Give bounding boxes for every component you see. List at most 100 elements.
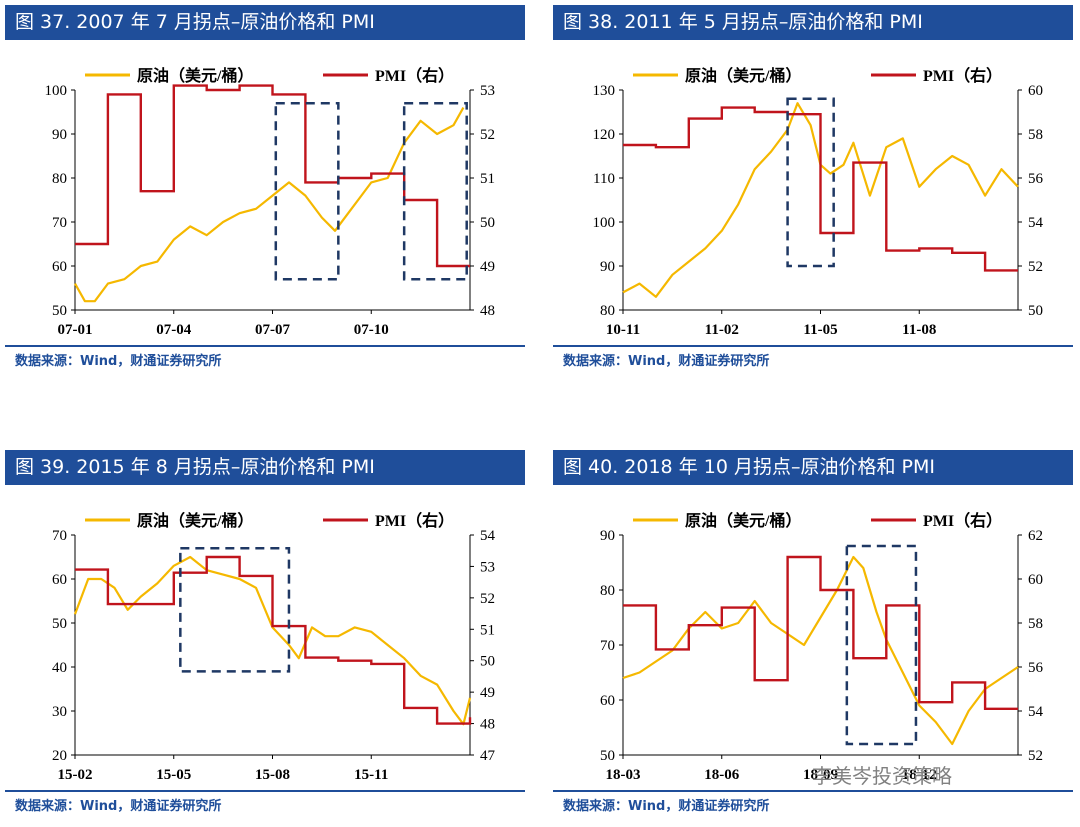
left-tick-label: 90	[52, 127, 67, 143]
x-tick-label: 11-05	[803, 322, 837, 338]
panel-title: 图 37. 2007 年 7 月拐点–原油价格和 PMI	[5, 5, 525, 40]
right-tick-label: 52	[480, 591, 495, 607]
right-tick-label: 54	[1028, 704, 1044, 720]
legend-oil-label: 原油（美元/桶）	[137, 66, 253, 85]
left-tick-label: 110	[593, 171, 615, 187]
left-tick-label: 50	[600, 748, 615, 764]
left-tick-label: 20	[52, 748, 67, 764]
right-tick-label: 60	[1028, 83, 1043, 99]
left-tick-label: 60	[52, 259, 67, 275]
left-tick-label: 60	[52, 572, 67, 588]
right-tick-label: 53	[480, 83, 495, 99]
panel-title: 图 40. 2018 年 10 月拐点–原油价格和 PMI	[553, 450, 1073, 485]
right-tick-label: 49	[480, 259, 495, 275]
right-tick-label: 56	[1028, 660, 1044, 676]
left-tick-label: 80	[52, 171, 67, 187]
left-tick-label: 70	[52, 528, 67, 544]
x-tick-label: 07-01	[58, 322, 93, 338]
right-tick-label: 62	[1028, 528, 1043, 544]
x-tick-label: 11-08	[902, 322, 936, 338]
right-tick-label: 50	[480, 654, 495, 670]
right-tick-label: 54	[1028, 215, 1044, 231]
source-note: 数据来源：Wind，财通证券研究所	[563, 799, 770, 814]
left-tick-label: 90	[600, 528, 615, 544]
right-tick-label: 54	[480, 528, 496, 544]
x-tick-label: 18-06	[704, 767, 739, 783]
chart-panel-1: 图 37. 2007 年 7 月拐点–原油价格和 PMI 50 60 70 80 90 1…	[5, 5, 525, 375]
right-tick-label: 48	[480, 303, 495, 319]
right-tick-label: 58	[1028, 127, 1043, 143]
source-note: 数据来源：Wind，财通证券研究所	[15, 799, 222, 814]
x-tick-label: 18-12	[902, 767, 937, 783]
right-tick-label: 49	[480, 685, 495, 701]
right-tick-label: 52	[1028, 259, 1043, 275]
x-tick-label: 18-03	[606, 767, 641, 783]
right-tick-label: 50	[480, 215, 495, 231]
left-tick-label: 60	[600, 693, 615, 709]
divider-line	[5, 790, 525, 792]
left-tick-label: 90	[600, 259, 615, 275]
left-tick-label: 50	[52, 616, 67, 632]
left-tick-label: 30	[52, 704, 67, 720]
chart-svg: 80 90 100 110 120 130 50 52 54 56 58 60 10-11 11-02 11…	[593, 66, 1044, 338]
turning-point-box	[786, 97, 835, 268]
chart-panel-4: 图 40. 2018 年 10 月拐点–原油价格和 PMI 50 60 70 80 90…	[553, 450, 1073, 820]
watermark-text: 李美岑投资策略	[812, 764, 952, 788]
turning-point-box	[179, 546, 291, 673]
legend-oil-label: 原油（美元/桶）	[685, 66, 801, 85]
right-tick-label: 60	[1028, 572, 1043, 588]
legend-pmi-label: PMI（右）	[923, 511, 1002, 530]
chart-svg: 50 60 70 80 90 100 48 49 50 51 52 53 07-01 07-04 07-07…	[45, 66, 496, 338]
right-tick-label: 48	[480, 717, 495, 733]
left-tick-label: 100	[45, 83, 68, 99]
chart-panel-2: 图 38. 2011 年 5 月拐点–原油价格和 PMI 80 90 100 110 1…	[553, 5, 1073, 375]
left-tick-label: 40	[52, 660, 67, 676]
left-tick-label: 70	[600, 638, 615, 654]
legend-pmi-label: PMI（右）	[375, 511, 454, 530]
chart-svg: 50 60 70 80 90 52 54 56 58 60 62 18-03 18-06 18-09 18-…	[600, 511, 1044, 783]
pmi-line	[623, 555, 1018, 711]
source-note: 数据来源：Wind，财通证券研究所	[15, 354, 222, 369]
panel-title: 图 39. 2015 年 8 月拐点–原油价格和 PMI	[5, 450, 525, 485]
divider-line	[553, 790, 1073, 792]
x-tick-label: 07-10	[354, 322, 389, 338]
x-tick-label: 15-05	[156, 767, 191, 783]
x-tick-label: 18-09	[803, 767, 838, 783]
oil-price-line	[74, 107, 465, 303]
left-tick-label: 100	[593, 215, 616, 231]
x-tick-label: 15-11	[354, 767, 388, 783]
right-tick-label: 56	[1028, 171, 1044, 187]
chart-panel-3: 图 39. 2015 年 8 月拐点–原油价格和 PMI 20 30 40 50 60 7…	[5, 450, 525, 820]
x-tick-label: 15-08	[255, 767, 290, 783]
left-tick-label: 80	[600, 583, 615, 599]
right-tick-label: 52	[1028, 748, 1043, 764]
left-tick-label: 70	[52, 215, 67, 231]
divider-line	[553, 345, 1073, 347]
x-tick-label: 15-02	[58, 767, 93, 783]
turning-point-box	[845, 544, 918, 746]
turning-point-box	[402, 101, 468, 281]
left-tick-label: 80	[600, 303, 615, 319]
right-tick-label: 53	[480, 559, 495, 575]
right-tick-label: 51	[480, 171, 495, 187]
legend-pmi-label: PMI（右）	[923, 66, 1002, 85]
pmi-line	[75, 555, 472, 725]
x-tick-label: 07-04	[156, 322, 191, 338]
panel-title: 图 38. 2011 年 5 月拐点–原油价格和 PMI	[553, 5, 1073, 40]
right-tick-label: 58	[1028, 616, 1043, 632]
right-tick-label: 47	[480, 748, 496, 764]
pmi-line	[75, 84, 470, 268]
x-tick-label: 10-11	[606, 322, 640, 338]
legend-pmi-label: PMI（右）	[375, 66, 454, 85]
turning-point-box	[274, 101, 340, 281]
chart-svg: 20 30 40 50 60 70 47 48 49 50 51 52 53 54 15-02 15-05 15…	[52, 511, 496, 783]
x-tick-label: 07-07	[255, 322, 290, 338]
pmi-line	[623, 106, 1018, 272]
right-tick-label: 50	[1028, 303, 1043, 319]
legend-oil-label: 原油（美元/桶）	[685, 511, 801, 530]
left-tick-label: 130	[593, 83, 616, 99]
right-tick-label: 51	[480, 622, 495, 638]
x-tick-label: 11-02	[705, 322, 739, 338]
source-note: 数据来源：Wind，财通证券研究所	[563, 354, 770, 369]
divider-line	[5, 345, 525, 347]
